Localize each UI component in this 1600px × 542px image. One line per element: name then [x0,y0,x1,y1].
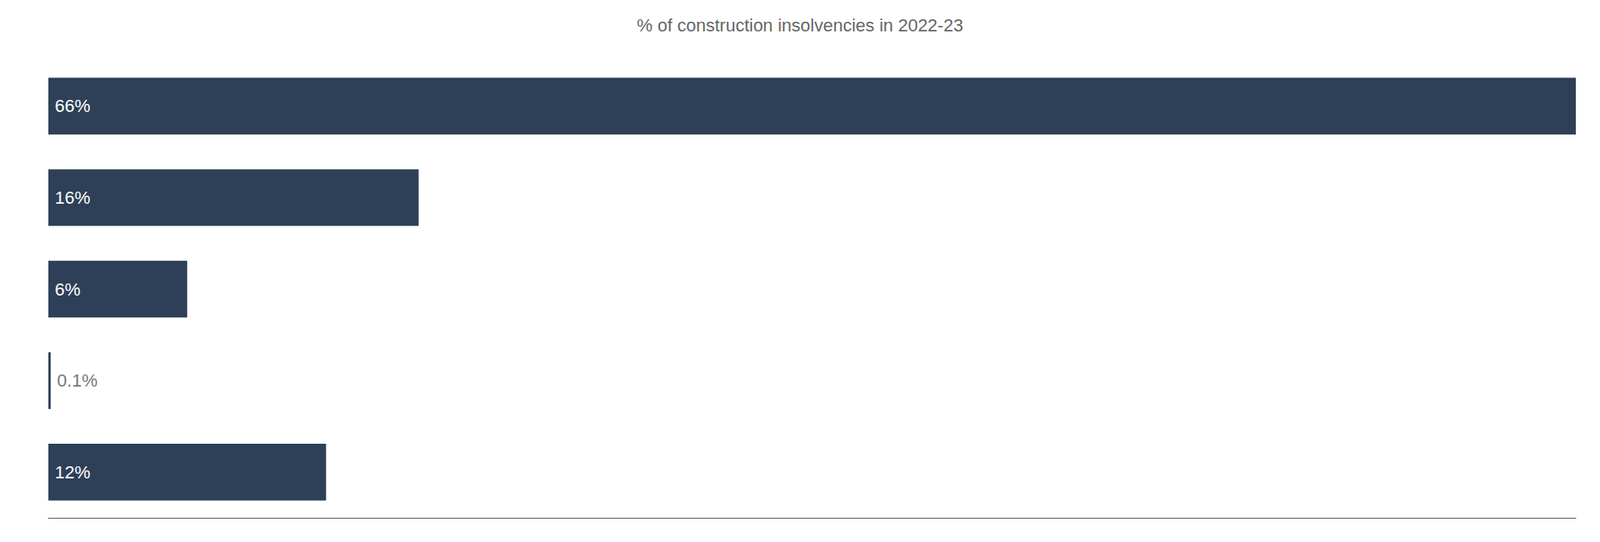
svg-text:6%: 6% [54,279,81,300]
svg-text:16%: 16% [54,187,91,208]
svg-text:0.1%: 0.1% [57,370,98,391]
svg-text:12%: 12% [54,462,91,483]
svg-text:66%: 66% [54,95,91,117]
svg-text:% of construction insolvencies: % of construction insolvencies in 2022-2… [636,15,964,36]
